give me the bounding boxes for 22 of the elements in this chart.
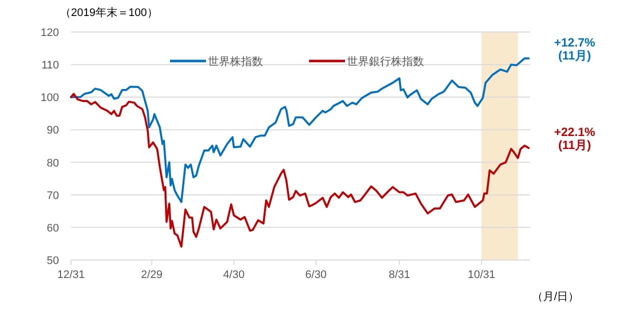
x-tick-label: 6/30: [305, 269, 327, 281]
y-tick-label: 80: [46, 157, 59, 170]
legend-label: 世界株指数: [208, 55, 263, 68]
x-tick-label: 8/31: [388, 269, 410, 281]
legend-label: 世界銀行株指数: [347, 55, 424, 68]
x-tick-label: 2/29: [141, 269, 162, 281]
x-tick-label: 4/30: [223, 269, 245, 281]
line-series: [70, 57, 530, 204]
y-tick-label: 110: [41, 60, 59, 72]
y-tick-label: 70: [46, 190, 59, 202]
annotation: +12.7% (11月): [554, 35, 596, 62]
y-axis-title: （2019年末＝100）: [60, 6, 158, 19]
y-tick-label: 50: [46, 255, 59, 267]
y-tick-label: 60: [46, 222, 59, 234]
x-tick-label: 10/31: [468, 269, 496, 281]
x-tick-label: 12/31: [57, 269, 85, 281]
y-tick-label: 100: [40, 92, 59, 104]
x-axis-title: （月/日）: [532, 291, 580, 303]
y-tick-label: 120: [40, 27, 59, 39]
annotation: +22.1% (11月): [554, 124, 596, 152]
y-tick-label: 90: [46, 124, 59, 137]
line-series: [70, 92, 530, 248]
